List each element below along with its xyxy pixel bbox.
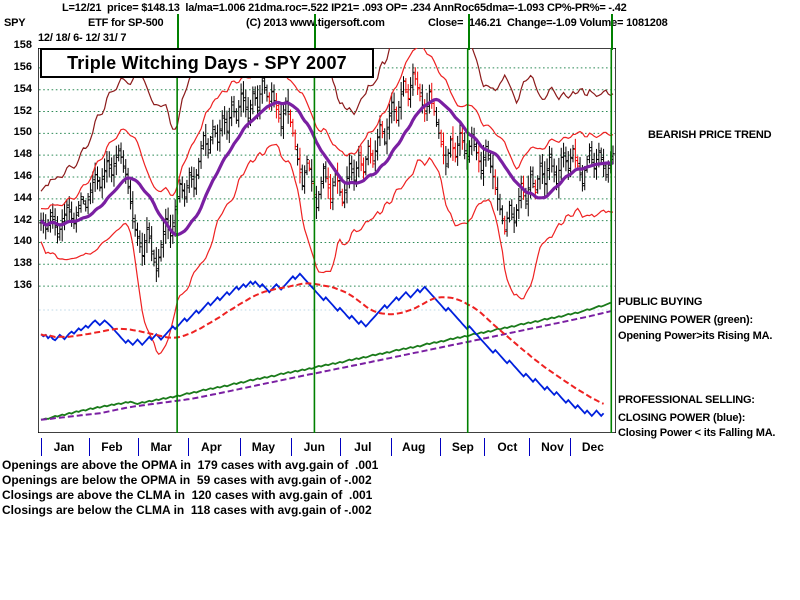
statistic-line: Openings are below the OPMA in 59 cases … [2,473,372,487]
month-label-jan: Jan [53,440,75,454]
y-axis-label: 152 [13,104,32,117]
month-label-mar: Mar [150,440,172,454]
statistics-block: Openings are above the OPMA in 179 cases… [2,458,378,518]
month-tick [529,438,531,456]
month-tick [439,438,441,456]
y-axis-label: 144 [13,191,32,204]
header-copyright: (C) 2013 www.tigersoft.com [246,17,385,29]
header-symbol: SPY [4,17,26,29]
month-tick [390,438,392,456]
statistic-line: Closings are above the CLMA in 120 cases… [2,488,373,502]
month-label-jul: Jul [354,440,372,454]
witching-lines [176,48,613,433]
closing-power-line [40,272,605,418]
month-label-nov: Nov [541,440,564,454]
header-date-range: 12/ 18/ 6- 12/ 31/ 7 [38,32,127,44]
price-chart-plot [38,48,616,433]
annotation-closing-power: CLOSING POWER (blue): [618,412,746,424]
month-tick [40,438,42,456]
closing-power-ma [40,282,604,405]
month-label-may: May [251,440,276,454]
annotation-public-buying: PUBLIC BUYING [618,296,703,308]
opening-power-ma [40,310,611,421]
month-label-jun: Jun [303,440,325,454]
month-tick [188,438,190,456]
y-axis-label: 146 [13,170,32,182]
annotation-opening-power: OPENING POWER (green): [618,314,753,326]
y-axis-label: 138 [13,257,32,270]
y-axis-label: 156 [13,60,32,73]
y-axis-label: 158 [13,39,32,52]
y-axis-label: 148 [13,148,32,161]
plot-border [38,48,616,433]
power-indicators [40,272,611,421]
month-tick [137,438,139,456]
header-close-line: Close= 146.21 Change=-1.09 Volume= 10812… [428,17,668,29]
lower-band [40,143,614,355]
month-label-sep: Sep [451,440,474,454]
triple-witching-line-extension-3 [467,14,470,50]
chart-title-box: Triple Witching Days - SPY 2007 [40,48,374,78]
month-tick [339,438,341,456]
month-tick [88,438,90,456]
month-tick [240,438,242,456]
statistic-line: Openings are above the OPMA in 179 cases… [2,458,379,472]
month-label-aug: Aug [402,440,426,454]
month-label-feb: Feb [101,440,123,454]
triple-witching-line-extension-4 [611,14,614,50]
annotation-opening-power-detail: Opening Power>its Rising MA. [618,330,773,342]
statistic-line: Closings are below the CLMA in 118 cases… [2,503,372,517]
moving-average-21dma [39,97,613,237]
page-title: Triple Witching Days - SPY 2007 [67,52,347,73]
opening-power-line [40,301,611,421]
y-axis-label: 142 [13,213,32,226]
month-tick [569,438,571,456]
month-tick [291,438,293,456]
month-axis: Jan Feb Mar Apr May Jun Jul Aug Sep Oct Nov Dec [38,438,616,460]
triple-witching-line-extension-2 [314,14,317,50]
month-label-oct: Oct [497,440,518,454]
y-axis-label: 140 [13,235,32,248]
month-label-dec: Dec [581,440,604,454]
month-label-apr: Apr [201,440,222,454]
y-axis-label: 136 [13,279,32,292]
annotation-closing-power-detail: Closing Power < its Falling MA. [618,427,776,439]
annotation-professional-selling: PROFESSIONAL SELLING: [618,394,755,406]
y-axis-label: 150 [13,126,32,139]
y-axis-label: 154 [13,82,32,95]
header-etf-label: ETF for SP-500 [88,17,164,29]
annotation-bearish-price-trend: BEARISH PRICE TREND [648,129,772,141]
header-stats-line: L=12/21 price= $148.13 la/ma=1.006 21dma… [62,2,627,14]
chart-svg [38,48,616,433]
upper-band [40,48,614,210]
triple-witching-line-extension-1 [177,14,180,50]
month-tick [484,438,486,456]
